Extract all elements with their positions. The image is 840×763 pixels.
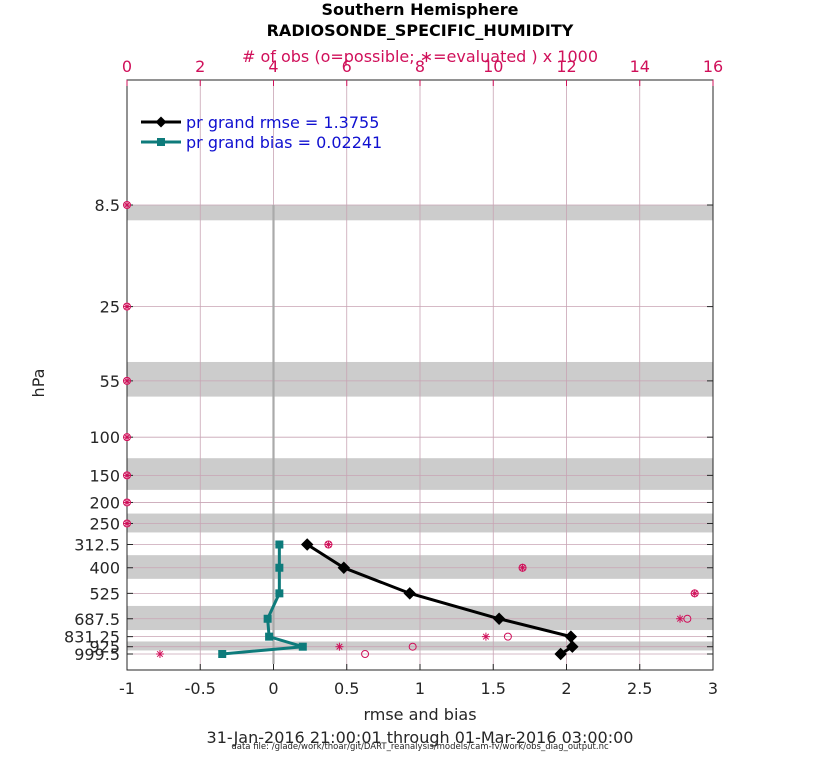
x-tick-label: 0.5: [334, 679, 359, 698]
x-tick-label: 3: [708, 679, 718, 698]
y-tick-label: 999.5: [74, 645, 120, 664]
footer-file: data file: /glade/work/thoar/git/DART_re…: [231, 742, 609, 752]
x-tick-label: 2.5: [627, 679, 652, 698]
obs-evaluated-marker: [123, 498, 131, 507]
top-tick-label: 14: [630, 57, 650, 76]
x-tick-label: 0: [268, 679, 278, 698]
chart-title: Southern Hemisphere: [321, 0, 518, 19]
y-tick-label: 55: [100, 372, 120, 391]
bias-point: [265, 632, 274, 641]
bias-point: [218, 650, 227, 658]
grid-lines: [127, 80, 713, 670]
rmse-point: [492, 612, 506, 625]
obs-evaluated-marker: [123, 201, 131, 209]
obs-evaluated-marker: [123, 376, 131, 385]
legend-marker: [155, 116, 167, 128]
bias-point: [263, 614, 272, 623]
obs-count-markers: [123, 201, 699, 658]
y-tick-label: 312.5: [74, 535, 120, 554]
obs-evaluated-marker: [335, 642, 344, 651]
obs-possible-marker: [361, 650, 370, 658]
bias-point: [298, 642, 307, 651]
top-axis-label: # of obs (o=possible; ∗=evaluated ) x 10…: [242, 47, 598, 66]
top-tick-label: 10: [483, 57, 503, 76]
obs-evaluated-marker: [155, 650, 164, 658]
y-tick-label: 8.5: [95, 196, 120, 215]
y-tick-label: 25: [100, 298, 120, 317]
y-tick-label: 525: [89, 584, 120, 603]
obs-evaluated-marker: [690, 589, 699, 598]
bias-point: [275, 589, 284, 598]
y-tick-label: 925: [89, 638, 120, 657]
top-tick-label: 6: [342, 57, 352, 76]
obs-evaluated-marker: [676, 614, 685, 623]
top-tick-label: 12: [556, 57, 576, 76]
obs-evaluated-marker: [481, 632, 490, 641]
top-tick-label: 4: [268, 57, 278, 76]
top-tick-label: 0: [122, 57, 132, 76]
bias-point: [275, 540, 284, 549]
legend-label: pr grand bias = 0.02241: [186, 133, 382, 152]
obs-evaluated-marker: [123, 471, 131, 480]
axes: -1 -0.5 0 0.5 1 1.5 2 2.5 3 0 2 4 6 8 10 12 14 16 8.5 25 55 1…: [64, 57, 723, 698]
y-tick-label: 831.25: [64, 628, 120, 647]
x-tick-label: 1: [415, 679, 425, 698]
x-tick-label: 2: [561, 679, 571, 698]
y-tick-label: 687.5: [74, 610, 120, 629]
obs-possible-marker: [408, 642, 417, 651]
rmse-point: [337, 561, 351, 574]
chart-subtitle: RADIOSONDE_SPECIFIC_HUMIDITY: [267, 21, 574, 40]
legend-label: pr grand rmse = 1.3755: [186, 113, 379, 132]
y-tick-label: 400: [89, 559, 120, 578]
series-lines: [218, 538, 579, 661]
obs-evaluated-marker: [123, 433, 131, 442]
top-tick-label: 8: [415, 57, 425, 76]
obs-evaluated-marker: [518, 563, 527, 572]
rmse-point: [300, 538, 314, 551]
y-tick-label: 250: [89, 514, 120, 533]
x-tick-label: -0.5: [185, 679, 216, 698]
legend-marker: [157, 138, 165, 146]
x-tick-label: -1: [119, 679, 135, 698]
x-tick-label: 1.5: [481, 679, 506, 698]
obs-possible-marker: [503, 632, 512, 641]
rmse-point: [566, 640, 579, 653]
x-axis-label: rmse and bias: [363, 705, 476, 724]
y-tick-label: 150: [89, 466, 120, 485]
top-tick-label: 2: [195, 57, 205, 76]
obs-evaluated-marker: [123, 302, 131, 311]
rmse-point: [554, 647, 567, 661]
y-axis-label: hPa: [29, 369, 48, 398]
rmse-point: [564, 630, 578, 643]
rmse-point: [403, 587, 416, 600]
y-tick-label: 100: [89, 428, 120, 447]
bias-point: [275, 563, 284, 572]
top-tick-label: 16: [703, 57, 723, 76]
obs-evaluated-marker: [324, 540, 333, 549]
obs-evaluated-marker: [123, 519, 131, 528]
footer-date-range: 31-Jan-2016 21:00:01 through 01-Mar-2016…: [207, 728, 634, 747]
y-tick-label: 200: [89, 493, 120, 512]
